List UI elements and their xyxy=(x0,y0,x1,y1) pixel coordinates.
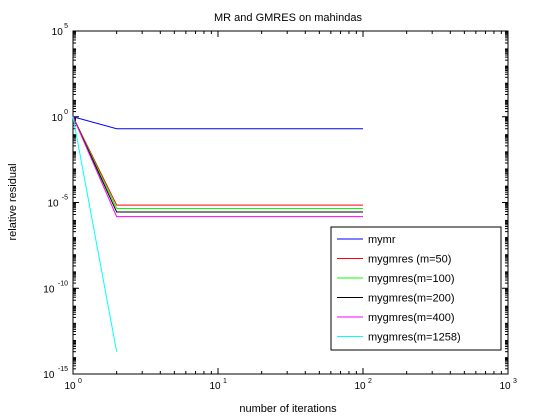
x-tick-label: 10 xyxy=(354,381,366,392)
y-tick-exponent: 0 xyxy=(64,109,68,116)
legend-label: mygmres(m=400) xyxy=(368,312,455,324)
x-tick-exponent: 3 xyxy=(513,378,517,385)
y-tick-exponent: 5 xyxy=(64,23,68,30)
y-tick-label: 10 xyxy=(43,370,55,381)
legend: mymr mygmres (m=50) mygmres(m=100) mygmres(… xyxy=(331,227,501,350)
legend-label: mygmres(m=1258) xyxy=(368,332,461,344)
y-tick-label: 10 xyxy=(52,113,64,124)
x-tick-exponent: 2 xyxy=(368,378,372,385)
legend-label: mygmres(m=100) xyxy=(368,273,455,285)
x-tick-exponent: 1 xyxy=(223,378,227,385)
y-tick-exponent: -10 xyxy=(58,280,68,287)
x-axis-title: number of iterations xyxy=(239,403,337,415)
y-tick-label: 10 xyxy=(52,27,64,38)
x-tick-label: 10 xyxy=(64,381,76,392)
y-tick-exponent: -5 xyxy=(62,195,68,202)
x-tick-label: 10 xyxy=(499,381,511,392)
chart-title: MR and GMRES on mahindas xyxy=(214,12,362,24)
x-tick-exponent: 0 xyxy=(78,378,82,385)
y-tick-label: 10 xyxy=(43,284,55,295)
legend-label: mygmres(m=200) xyxy=(368,293,455,305)
x-tick-label: 10 xyxy=(209,381,221,392)
y-tick-exponent: -15 xyxy=(58,366,68,373)
y-tick-label: 10 xyxy=(47,199,59,210)
y-axis-title: relative residual xyxy=(7,163,19,240)
legend-label: mygmres (m=50) xyxy=(368,254,451,266)
legend-label: mymr xyxy=(368,234,396,246)
